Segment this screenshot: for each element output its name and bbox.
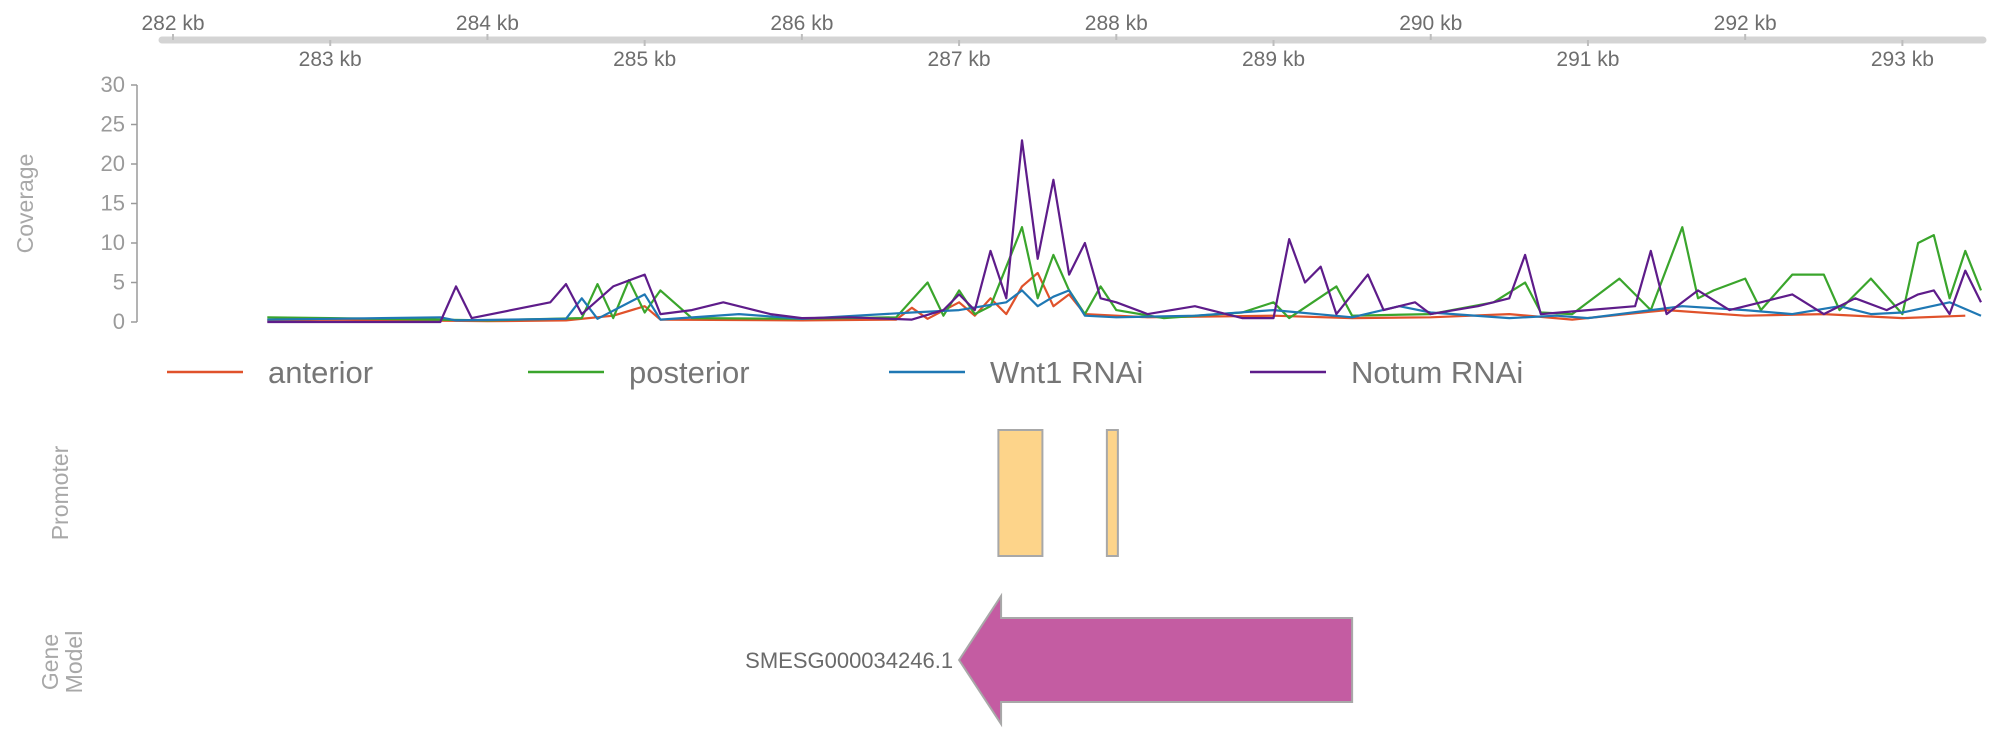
axis-tick-label-bottom: 289 kb xyxy=(1242,48,1305,71)
axis-tick-label-top: 284 kb xyxy=(456,12,519,35)
coverage-y-tick-label: 15 xyxy=(101,191,125,216)
coverage-series-line-wnt1-rnai xyxy=(267,289,1982,322)
coverage-series-line-notum-rnai xyxy=(267,139,1982,324)
promoter-track: Promoter xyxy=(47,429,1119,557)
axis-tick-label-bottom: 291 kb xyxy=(1556,48,1619,71)
gene-model-track-title: GeneModel xyxy=(37,631,87,694)
axis-tick-label-top: 286 kb xyxy=(770,12,833,35)
coverage-y-tick-label: 30 xyxy=(101,72,125,97)
coverage-y-tick-label: 10 xyxy=(101,230,125,255)
legend-label: Wnt1 RNAi xyxy=(990,355,1143,390)
axis-tick-label-top: 282 kb xyxy=(141,12,204,35)
coverage-y-tick-label: 20 xyxy=(101,151,125,176)
axis-tick-label-bottom: 287 kb xyxy=(928,48,991,71)
coverage-y-tick-label: 0 xyxy=(113,309,125,334)
axis-tick-label-bottom: 283 kb xyxy=(299,48,362,71)
gene-model-track: GeneModel SMESG000034246.1 xyxy=(37,592,1354,728)
coverage-track: 0 5 10 15 20 25 30 Coverage xyxy=(12,72,1983,334)
coverage-series-line-anterior xyxy=(267,271,1966,323)
legend-label: anterior xyxy=(268,355,373,390)
coverage-y-axis-title: Coverage xyxy=(12,154,38,254)
axis-tick-label-bottom: 285 kb xyxy=(613,48,676,71)
axis-tick-label-top: 292 kb xyxy=(1714,12,1777,35)
axis-tick-label-bottom: 293 kb xyxy=(1871,48,1934,71)
axis-tick-label-top: 288 kb xyxy=(1085,12,1148,35)
gene-arrow xyxy=(957,592,1354,728)
promoter-track-title: Promoter xyxy=(47,445,73,540)
coverage-y-tick-label: 5 xyxy=(113,270,125,295)
axis-tick-label-top: 290 kb xyxy=(1399,12,1462,35)
gene-model-track-title-line: Model xyxy=(61,631,87,694)
coverage-y-tick-label: 25 xyxy=(101,112,125,137)
legend-label: Notum RNAi xyxy=(1351,355,1523,390)
legend-label: posterior xyxy=(629,355,750,390)
gene-model-track-title-line: Gene xyxy=(37,634,63,690)
promoter-region xyxy=(1105,429,1119,557)
gene-label: SMESG000034246.1 xyxy=(745,648,953,673)
promoter-region xyxy=(997,429,1044,557)
legend: anterior posterior Wnt1 RNAi Notum RNAi xyxy=(167,355,1523,390)
genome-axis: 282 kb 284 kb 286 kb 288 kb 290 kb 292 kb 283 … xyxy=(141,12,1987,71)
